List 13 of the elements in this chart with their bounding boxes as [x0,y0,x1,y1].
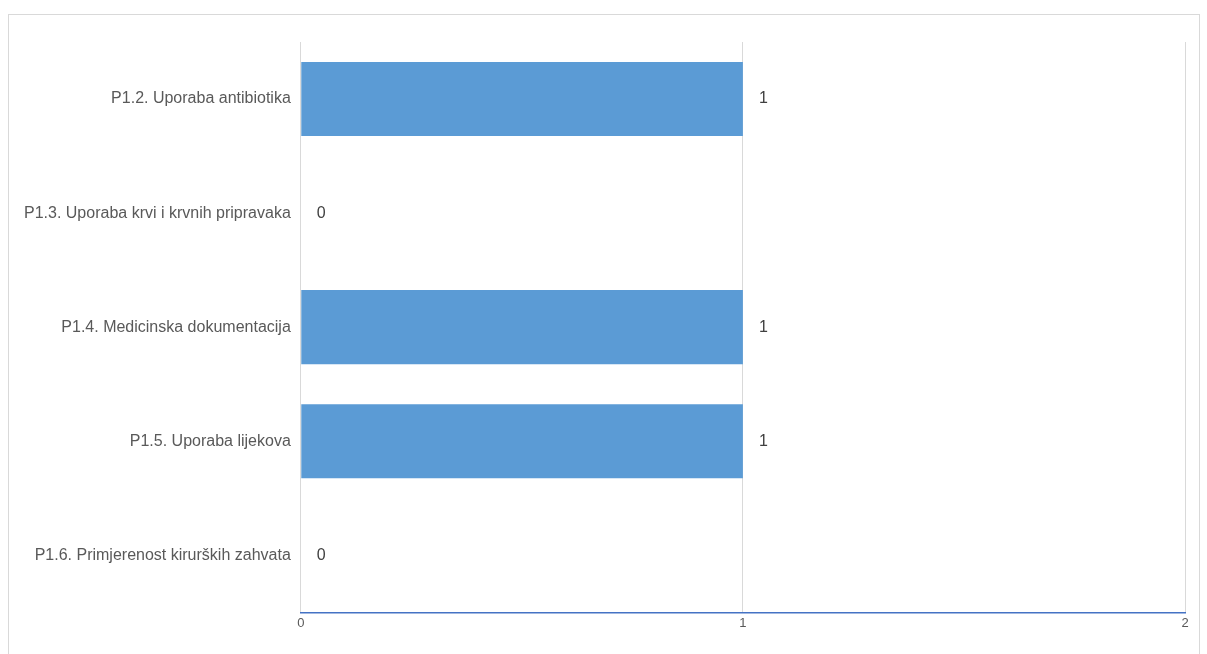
data-label: 0 [316,545,326,563]
data-label: 0 [316,203,326,221]
x-tick-label: 2 [1181,614,1189,630]
x-tick-label: 1 [739,614,747,630]
x-tick-label: 0 [297,614,305,630]
y-tick-label: P1.3. Uporaba krvi i krvnih pripravaka [24,203,291,221]
y-tick-label: P1.6. Primjerenost kirurških zahvata [34,545,291,563]
y-tick-label: P1.2. Uporaba antibiotika [111,89,291,107]
data-label: 1 [758,89,768,107]
data-label: 1 [758,431,768,449]
data-label: 1 [758,317,768,335]
y-tick-label: P1.4. Medicinska dokumentacija [61,317,291,335]
y-tick-label: P1.5. Uporaba lijekova [129,431,291,449]
